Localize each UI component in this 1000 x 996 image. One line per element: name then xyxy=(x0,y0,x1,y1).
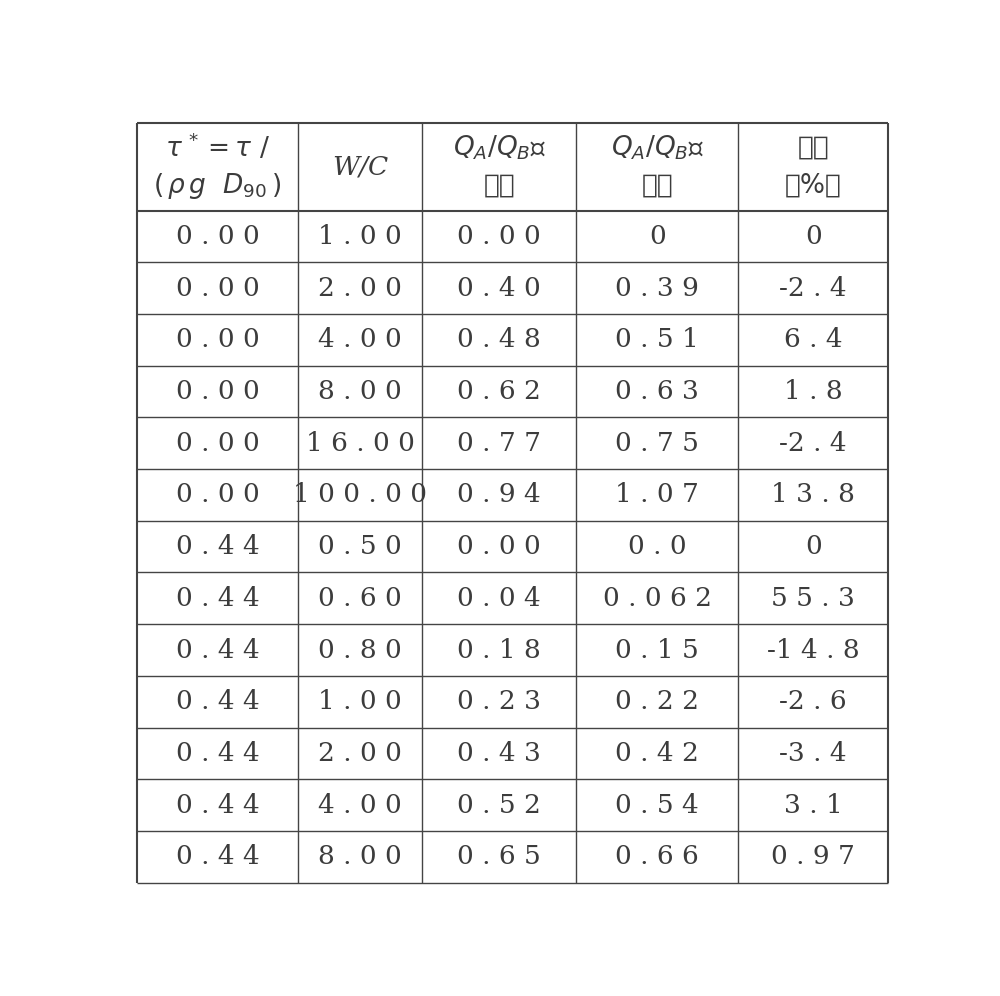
Text: $(\,\rho\,g\ \ D_{90}\,)$: $(\,\rho\,g\ \ D_{90}\,)$ xyxy=(153,171,282,201)
Text: 6 . 4: 6 . 4 xyxy=(784,328,843,353)
Text: 0 . 2 2: 0 . 2 2 xyxy=(615,689,699,714)
Text: 0 . 7 5: 0 . 7 5 xyxy=(615,430,699,456)
Text: 0 . 3 9: 0 . 3 9 xyxy=(615,276,699,301)
Text: 0 . 4 4: 0 . 4 4 xyxy=(176,534,259,559)
Text: 0: 0 xyxy=(805,534,822,559)
Text: 1 . 0 7: 1 . 0 7 xyxy=(615,482,699,507)
Text: 0 . 0 0: 0 . 0 0 xyxy=(176,328,259,353)
Text: 0 . 5 1: 0 . 5 1 xyxy=(615,328,699,353)
Text: 2 . 0 0: 2 . 0 0 xyxy=(318,741,402,766)
Text: 8 . 0 0: 8 . 0 0 xyxy=(318,845,402,870)
Text: 0 . 0 0: 0 . 0 0 xyxy=(176,379,259,404)
Text: 0 . 7 7: 0 . 7 7 xyxy=(457,430,541,456)
Text: 0 . 6 5: 0 . 6 5 xyxy=(457,845,541,870)
Text: 4 . 0 0: 4 . 0 0 xyxy=(318,793,402,818)
Text: 0 . 6 6: 0 . 6 6 xyxy=(615,845,699,870)
Text: $Q_A/Q_B$实: $Q_A/Q_B$实 xyxy=(453,133,546,162)
Text: 0 . 4 4: 0 . 4 4 xyxy=(176,741,259,766)
Text: 0 . 1 5: 0 . 1 5 xyxy=(615,637,699,662)
Text: 8 . 0 0: 8 . 0 0 xyxy=(318,379,402,404)
Text: 1 . 0 0: 1 . 0 0 xyxy=(318,689,402,714)
Text: 2 . 0 0: 2 . 0 0 xyxy=(318,276,402,301)
Text: 0 . 4 4: 0 . 4 4 xyxy=(176,586,259,611)
Text: 0: 0 xyxy=(805,224,822,249)
Text: $\tau^{\,*}=\tau\ /$: $\tau^{\,*}=\tau\ /$ xyxy=(165,132,270,163)
Text: -3 . 4: -3 . 4 xyxy=(779,741,847,766)
Text: 0 . 5 4: 0 . 5 4 xyxy=(615,793,699,818)
Text: 0 . 0 0: 0 . 0 0 xyxy=(176,482,259,507)
Text: 0 . 1 8: 0 . 1 8 xyxy=(457,637,541,662)
Text: -1 4 . 8: -1 4 . 8 xyxy=(767,637,860,662)
Text: 0 . 4 4: 0 . 4 4 xyxy=(176,793,259,818)
Text: 0 . 6 0: 0 . 6 0 xyxy=(318,586,402,611)
Text: $Q_A/Q_B$计: $Q_A/Q_B$计 xyxy=(611,133,704,162)
Text: 0 . 5 0: 0 . 5 0 xyxy=(318,534,402,559)
Text: 1 . 0 0: 1 . 0 0 xyxy=(318,224,402,249)
Text: （%）: （%） xyxy=(785,173,842,199)
Text: -2 . 4: -2 . 4 xyxy=(779,430,847,456)
Text: 0 . 0 4: 0 . 0 4 xyxy=(457,586,541,611)
Text: 0 . 4 8: 0 . 4 8 xyxy=(457,328,541,353)
Text: 测值: 测值 xyxy=(483,173,515,199)
Text: 误差: 误差 xyxy=(797,135,829,161)
Text: 0 . 4 3: 0 . 4 3 xyxy=(457,741,541,766)
Text: 0 . 4 4: 0 . 4 4 xyxy=(176,689,259,714)
Text: 0 . 0 0: 0 . 0 0 xyxy=(457,534,541,559)
Text: 0 . 0 0: 0 . 0 0 xyxy=(457,224,541,249)
Text: -2 . 6: -2 . 6 xyxy=(779,689,847,714)
Text: 1 3 . 8: 1 3 . 8 xyxy=(771,482,855,507)
Text: 算值: 算值 xyxy=(641,173,673,199)
Text: 0 . 9 7: 0 . 9 7 xyxy=(771,845,855,870)
Text: 0 . 0 6 2: 0 . 0 6 2 xyxy=(603,586,712,611)
Text: 0 . 0 0: 0 . 0 0 xyxy=(176,224,259,249)
Text: 0 . 0 0: 0 . 0 0 xyxy=(176,276,259,301)
Text: 1 0 0 . 0 0: 1 0 0 . 0 0 xyxy=(293,482,427,507)
Text: 4 . 0 0: 4 . 0 0 xyxy=(318,328,402,353)
Text: 0 . 4 2: 0 . 4 2 xyxy=(615,741,699,766)
Text: 1 6 . 0 0: 1 6 . 0 0 xyxy=(306,430,415,456)
Text: 0 . 6 2: 0 . 6 2 xyxy=(457,379,541,404)
Text: 0 . 4 4: 0 . 4 4 xyxy=(176,637,259,662)
Text: 0: 0 xyxy=(649,224,666,249)
Text: 0 . 6 3: 0 . 6 3 xyxy=(615,379,699,404)
Text: -2 . 4: -2 . 4 xyxy=(779,276,847,301)
Text: 0 . 4 4: 0 . 4 4 xyxy=(176,845,259,870)
Text: 0 . 5 2: 0 . 5 2 xyxy=(457,793,541,818)
Text: 0 . 0 0: 0 . 0 0 xyxy=(176,430,259,456)
Text: 1 . 8: 1 . 8 xyxy=(784,379,843,404)
Text: 0 . 4 0: 0 . 4 0 xyxy=(457,276,541,301)
Text: 0 . 8 0: 0 . 8 0 xyxy=(318,637,402,662)
Text: 0 . 2 3: 0 . 2 3 xyxy=(457,689,541,714)
Text: 5 5 . 3: 5 5 . 3 xyxy=(771,586,855,611)
Text: 0 . 9 4: 0 . 9 4 xyxy=(457,482,541,507)
Text: 3 . 1: 3 . 1 xyxy=(784,793,843,818)
Text: W/C: W/C xyxy=(332,154,388,179)
Text: 0 . 0: 0 . 0 xyxy=(628,534,687,559)
